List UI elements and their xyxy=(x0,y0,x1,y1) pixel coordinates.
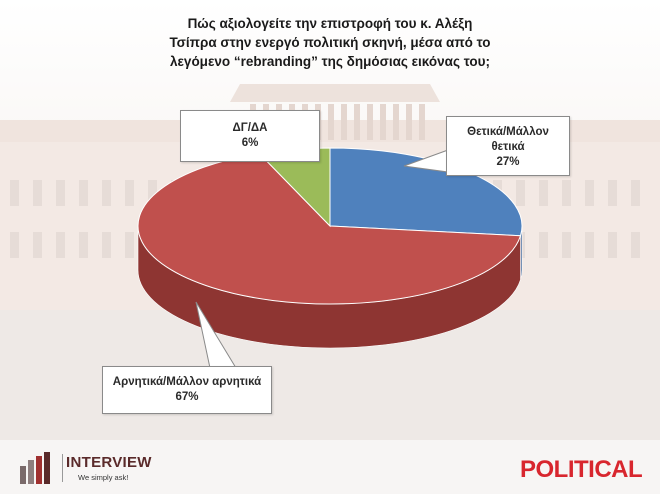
title-line-3: λεγόμενο “rebranding” της δημόσιας εικόν… xyxy=(170,54,490,69)
political-logo: POLITICAL xyxy=(520,456,643,483)
logo-divider xyxy=(62,454,63,482)
background-window xyxy=(585,180,594,206)
label-positive-line-2: θετικά xyxy=(491,141,525,153)
background-window xyxy=(56,232,65,258)
background-window xyxy=(562,180,571,206)
title-line-1: Πώς αξιολογείτε την επιστροφή του κ. Αλέ… xyxy=(187,16,473,31)
background-window xyxy=(608,180,617,206)
background-window xyxy=(562,232,571,258)
background-column xyxy=(341,104,347,140)
background-window xyxy=(102,232,111,258)
label-dont-know: ΔΓ/ΔΑ 6% xyxy=(180,110,320,162)
background-window xyxy=(148,180,157,206)
label-dont-know-value: 6% xyxy=(241,137,259,149)
label-positive-value: 27% xyxy=(496,156,520,168)
background-window xyxy=(56,180,65,206)
interview-tagline: We simply ask! xyxy=(78,473,129,482)
background-window xyxy=(102,180,111,206)
background-column xyxy=(380,104,386,140)
background-window xyxy=(33,232,42,258)
background-window xyxy=(516,180,525,206)
background-window xyxy=(631,232,640,258)
label-dont-know-line-1: ΔΓ/ΔΑ xyxy=(232,122,268,134)
background-column xyxy=(406,104,412,140)
background-window xyxy=(608,232,617,258)
background-window xyxy=(539,232,548,258)
label-positive: Θετικά/Μάλλον θετικά 27% xyxy=(446,116,570,176)
label-negative-value: 67% xyxy=(175,391,199,403)
background-window xyxy=(539,180,548,206)
title-line-2: Τσίπρα στην ενεργό πολιτική σκηνή, μέσα … xyxy=(169,35,491,50)
background-window xyxy=(10,180,19,206)
background-column xyxy=(393,104,399,140)
background-window xyxy=(79,180,88,206)
background-column xyxy=(419,104,425,140)
interview-name: INTERVIEW xyxy=(66,454,152,471)
interview-bars-icon xyxy=(20,452,50,484)
background-window xyxy=(585,232,594,258)
label-negative-line-1: Αρνητικά/Μάλλον αρνητικά xyxy=(112,376,262,388)
interview-logo: INTERVIEW We simply ask! xyxy=(18,452,168,486)
background-column xyxy=(367,104,373,140)
background-window xyxy=(79,232,88,258)
label-positive-line-1: Θετικά/Μάλλον xyxy=(467,126,549,138)
label-negative: Αρνητικά/Μάλλον αρνητικά 67% xyxy=(102,366,272,414)
background-window xyxy=(33,180,42,206)
background-window xyxy=(10,232,19,258)
background-column xyxy=(354,104,360,140)
background-window xyxy=(125,232,134,258)
background-column xyxy=(328,104,334,140)
background-window xyxy=(631,180,640,206)
chart-title: Πώς αξιολογείτε την επιστροφή του κ. Αλέ… xyxy=(150,14,510,71)
pie-slice xyxy=(137,152,522,305)
background-window xyxy=(125,180,134,206)
